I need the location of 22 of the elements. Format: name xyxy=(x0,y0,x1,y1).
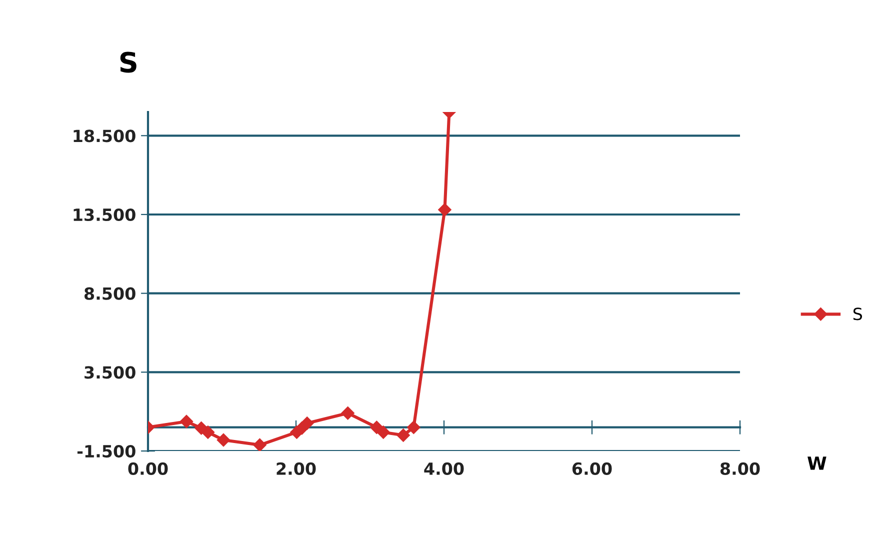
point xyxy=(216,433,230,447)
point xyxy=(341,406,354,420)
x-tick-label: 6.00 xyxy=(572,462,612,475)
point xyxy=(201,426,215,439)
point xyxy=(180,414,194,428)
y-tick-label: 18.500 xyxy=(74,130,136,142)
x-tick-label: 2.00 xyxy=(276,462,316,475)
y-tick-label: -1.500 xyxy=(77,444,136,458)
x-axis-title: W xyxy=(808,456,826,470)
point xyxy=(253,438,266,451)
point xyxy=(396,428,410,442)
chart-title: S xyxy=(120,52,136,73)
x-tick-label: 0.00 xyxy=(128,462,168,475)
x-tick-label: 8.00 xyxy=(720,462,760,475)
y-tick-label: 3.500 xyxy=(84,366,136,379)
y-tick-label: 13.500 xyxy=(74,208,136,222)
x-tick-label: 4.00 xyxy=(424,462,464,475)
legend-label: S xyxy=(853,308,862,320)
y-tick-label: 8.500 xyxy=(84,287,136,300)
point xyxy=(407,420,420,434)
point xyxy=(376,426,390,439)
point xyxy=(300,416,314,430)
